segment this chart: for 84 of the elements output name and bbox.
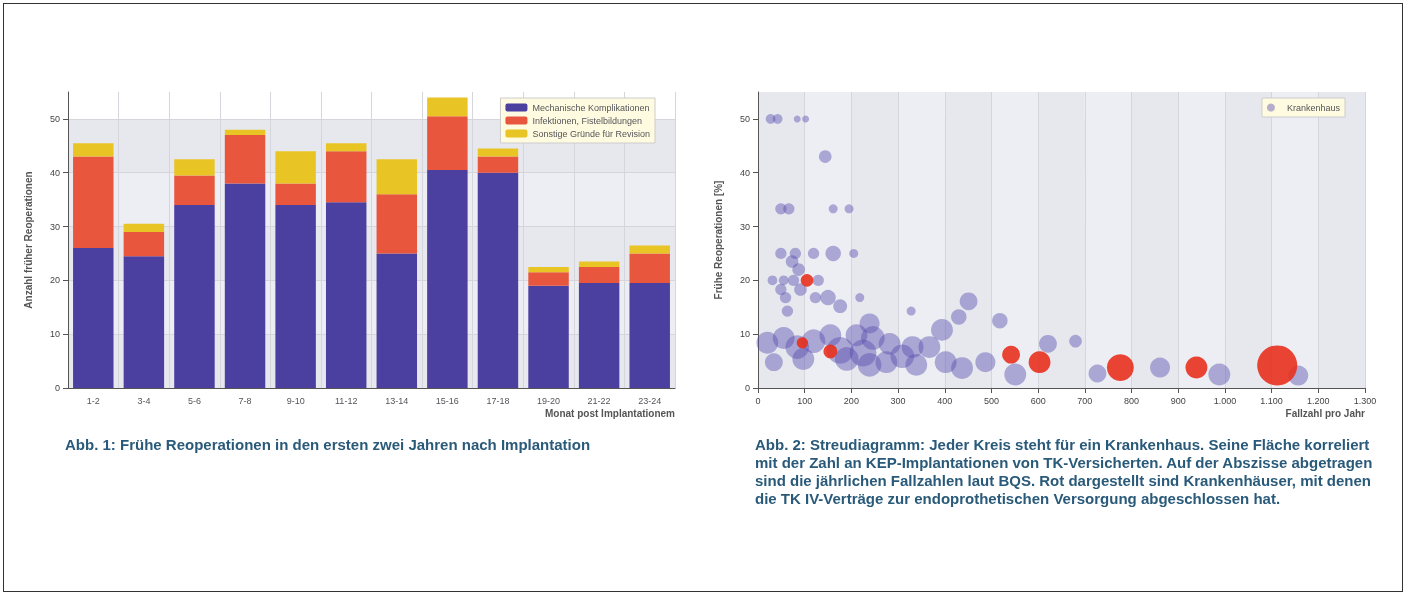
bar (427, 97, 468, 117)
legend-label: Krankenhaus (1286, 102, 1341, 113)
bar (528, 272, 569, 286)
caption: Abb. 2: Streudiagramm: Jeder Kreis steht für ein Krankenhaus. Seine Fläche korreliert mit der Zahl an KEP-Implantationen von TK-Versicherten. Auf der Abszisse abgetragen sind die jährlichen Fallzahlen laut BQS. Rot dargestellt sind Krankenhäuser, mit denen die TK IV-Verträge zur endoprothetischen Versorgung abgeschlossen hat. (754, 435, 1374, 508)
x-tick-label: 1-2 (86, 395, 100, 406)
x-tick-label: 17-18 (486, 395, 510, 406)
y-tick-label: 0 (54, 383, 60, 393)
x-tick-label: 11-12 (335, 395, 358, 406)
y-tick-label: 50 (49, 113, 60, 124)
bar (224, 135, 266, 184)
bar (477, 172, 519, 388)
y-tick-label: 0 (744, 383, 750, 393)
x-tick-label: 1.000 (1213, 395, 1237, 406)
legend-label: Sonstige Gründe für Revision (532, 128, 650, 139)
y-tick-label: 40 (739, 167, 750, 178)
x-tick-label: 1.300 (1353, 395, 1377, 406)
legend-label: Infektionen, Fistelbildungen (532, 115, 643, 126)
bar (578, 283, 620, 388)
caption: Abb. 1: Frühe Reoperationen in den ersten zwei Jahren nach Implantation (64, 435, 592, 454)
y-tick-label: 10 (49, 329, 60, 340)
bar (275, 183, 316, 206)
y-tick-label: 40 (49, 167, 60, 178)
bar (427, 170, 468, 388)
bar (376, 159, 418, 195)
bar (629, 245, 670, 254)
bar (325, 151, 367, 203)
x-axis-title: Fallzahl pro Jahr (1285, 407, 1366, 419)
x-tick-label: 9-10 (286, 395, 305, 406)
x-axis-title: Monat post Implantationem (545, 407, 676, 419)
x-tick-label: 13-14 (385, 395, 409, 406)
bar (123, 223, 165, 232)
y-tick-label: 30 (49, 221, 60, 232)
x-tick-label: 1.100 (1260, 395, 1283, 406)
y-tick-label: 50 (739, 113, 750, 124)
x-tick-label: 400 (937, 395, 953, 406)
bar (376, 253, 418, 388)
y-tick-label: 10 (739, 329, 750, 340)
bar (477, 156, 519, 173)
bar (73, 143, 114, 157)
bar (325, 143, 367, 152)
y-tick-label: 20 (739, 275, 750, 286)
bar (123, 231, 165, 257)
bar (528, 285, 569, 388)
bar (376, 194, 418, 254)
bar (174, 159, 215, 176)
x-tick-label: 700 (1077, 395, 1093, 406)
y-tick-label: 30 (739, 221, 750, 232)
x-tick-label: 300 (890, 395, 906, 406)
bar (224, 129, 266, 136)
bar (73, 156, 114, 249)
legend-label: Mechanische Komplikationen (532, 102, 650, 113)
bar (174, 205, 215, 388)
x-tick-label: 3-4 (137, 395, 151, 406)
bar (275, 151, 316, 184)
x-tick-label: 7-8 (238, 395, 252, 406)
x-tick-label: 15-16 (435, 395, 459, 406)
bar (174, 175, 215, 206)
x-tick-label: 5-6 (187, 395, 201, 406)
bar (578, 266, 620, 284)
x-tick-label: 19-20 (537, 395, 561, 406)
bar (73, 248, 114, 388)
bar (477, 148, 519, 157)
x-tick-label: 600 (1030, 395, 1046, 406)
y-axis-title: Anzahl früher Reoperationen (22, 171, 34, 309)
x-tick-label: 0 (755, 395, 761, 406)
bar (629, 253, 670, 284)
x-tick-label: 23-24 (638, 395, 662, 406)
x-tick-label: 1.200 (1307, 395, 1330, 406)
bar (224, 183, 266, 388)
bar (325, 202, 367, 388)
bar (123, 256, 165, 388)
x-tick-label: 900 (1170, 395, 1186, 406)
bar (427, 116, 468, 171)
x-tick-label: 800 (1124, 395, 1140, 406)
bar (629, 283, 670, 388)
bar (275, 205, 316, 388)
x-tick-label: 500 (983, 395, 999, 406)
bar (528, 266, 569, 273)
x-tick-label: 100 (797, 395, 813, 406)
y-axis-title: Frühe Reoperationen [%] (712, 180, 724, 300)
x-tick-label: 21-22 (587, 395, 611, 406)
bar (578, 261, 620, 267)
x-tick-label: 200 (843, 395, 859, 406)
y-tick-label: 20 (49, 275, 60, 286)
